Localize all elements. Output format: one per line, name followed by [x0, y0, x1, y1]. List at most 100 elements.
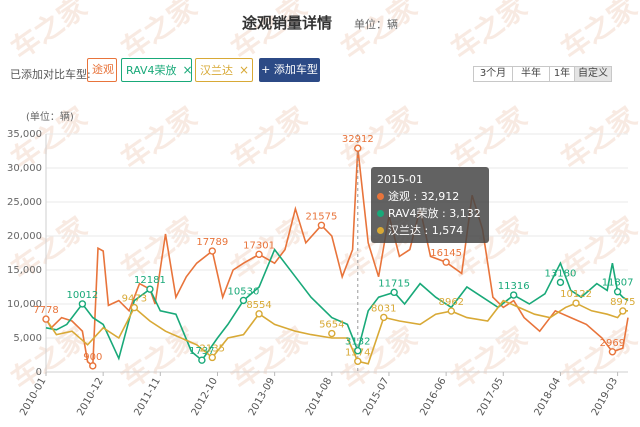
data-label: 32912	[342, 134, 374, 145]
range-custom[interactable]: 自定义	[574, 66, 612, 82]
y-tick-label: 25,000	[7, 197, 42, 208]
data-point	[42, 315, 50, 323]
data-point	[239, 296, 248, 305]
range-selector: 3个月 半年 1年 自定义	[473, 66, 612, 82]
data-point	[608, 348, 617, 356]
data-label: 11715	[378, 278, 410, 289]
data-label: 10530	[228, 286, 260, 297]
series-dot-icon	[377, 193, 384, 200]
tooltip-row: 途观 : 32,912	[377, 188, 483, 205]
data-point	[198, 356, 206, 364]
data-point	[255, 250, 263, 259]
y-tick-label: 35,000	[7, 129, 42, 140]
data-point	[317, 221, 326, 229]
data-point	[556, 278, 565, 287]
x-tick-label: 2010-01	[18, 376, 48, 418]
data-point	[146, 285, 154, 293]
close-icon[interactable]: ×	[239, 63, 250, 77]
compare-chip-rav4[interactable]: RAV4荣放 ×	[121, 58, 193, 82]
x-tick-label: 2018-04	[533, 376, 563, 418]
data-label: 21575	[306, 211, 338, 222]
data-point	[354, 144, 362, 152]
y-tick-label: 10,000	[7, 299, 42, 310]
data-point	[619, 307, 627, 315]
data-label: 16145	[430, 248, 462, 259]
series-dot-icon	[377, 210, 384, 217]
data-label: 8031	[371, 303, 396, 314]
compare-chip-tiguan[interactable]: 途观	[87, 58, 117, 82]
y-tick-label: 0	[36, 367, 42, 378]
data-point	[328, 329, 336, 338]
tooltip-row: 汉兰达 : 1,574	[377, 222, 483, 239]
data-point	[390, 288, 398, 297]
data-label: 17301	[243, 240, 275, 251]
data-point	[354, 357, 362, 365]
data-label: 900	[83, 352, 102, 363]
data-point	[208, 353, 216, 362]
y-tick-label: 30,000	[7, 163, 42, 174]
x-tick-label: 2013-09	[247, 376, 277, 418]
title-row: 途观销量详情 单位：辆	[0, 12, 640, 36]
data-label: 8962	[439, 297, 464, 308]
x-tick-label: 2014-08	[304, 376, 334, 418]
data-point	[208, 247, 216, 255]
data-label: 12181	[134, 275, 166, 286]
x-tick-label: 2016-06	[418, 376, 448, 418]
data-label: 10122	[560, 289, 592, 300]
data-point	[509, 291, 518, 299]
data-point	[447, 307, 456, 315]
data-label: 7778	[33, 305, 58, 316]
data-label: 8554	[246, 300, 271, 311]
chip-label: 汉兰达	[200, 64, 233, 77]
data-label: 17789	[196, 237, 228, 248]
tooltip-row-label: RAV4荣放 : 3,132	[388, 207, 481, 220]
series-line	[45, 148, 629, 368]
data-point	[354, 347, 362, 355]
page-title: 途观销量详情	[242, 14, 333, 32]
data-label: 11316	[498, 281, 530, 292]
tooltip-row: RAV4荣放 : 3,132	[377, 205, 483, 222]
data-label: 5654	[319, 320, 344, 331]
x-tick-label: 2010-12	[75, 376, 105, 418]
tooltip-row-label: 途观 : 32,912	[388, 190, 460, 203]
y-tick-label: 15,000	[7, 265, 42, 276]
data-point	[130, 303, 139, 312]
compare-label: 已添加对比车型:	[10, 68, 91, 81]
data-label: 1737	[189, 346, 214, 357]
y-axis-label: (单位：辆)	[26, 112, 74, 123]
data-label: 9473	[122, 294, 147, 305]
data-label: 3132	[345, 337, 370, 348]
data-label: 2135	[200, 343, 225, 354]
tooltip-row-label: 汉兰达 : 1,574	[388, 224, 464, 237]
data-label: 10012	[66, 290, 98, 301]
data-label: 11807	[602, 278, 634, 289]
data-label: 13180	[545, 268, 577, 279]
data-point	[89, 362, 97, 370]
data-point	[255, 310, 263, 318]
data-point	[572, 299, 580, 307]
x-tick-label: 2011-11	[132, 376, 162, 418]
data-point	[78, 300, 87, 308]
compare-chip-highlander[interactable]: 汉兰达 ×	[195, 58, 253, 82]
unit-label: 单位：辆	[354, 18, 398, 31]
series-line	[45, 299, 629, 365]
data-point	[442, 258, 450, 266]
x-tick-label: 2012-10	[190, 376, 220, 418]
y-tick-label: 5,000	[13, 333, 42, 344]
chip-label: RAV4荣放	[126, 64, 177, 77]
data-label: 8975	[610, 297, 635, 308]
close-icon[interactable]: ×	[182, 63, 193, 77]
add-model-button[interactable]: + 添加车型	[259, 58, 320, 82]
tooltip-title: 2015-01	[377, 173, 423, 186]
data-label: 2969	[600, 338, 625, 349]
data-point	[380, 313, 388, 322]
y-tick-label: 20,000	[7, 231, 42, 242]
chip-label: 途观	[92, 63, 114, 76]
x-tick-label: 2019-03	[590, 376, 620, 418]
x-tick-label: 2017-05	[475, 376, 505, 418]
chart-tooltip: 2015-01 途观 : 32,912 RAV4荣放 : 3,132 汉兰达 :…	[371, 167, 489, 243]
x-tick-label: 2015-07	[361, 376, 391, 418]
series-dot-icon	[377, 227, 384, 234]
data-point	[613, 288, 622, 296]
